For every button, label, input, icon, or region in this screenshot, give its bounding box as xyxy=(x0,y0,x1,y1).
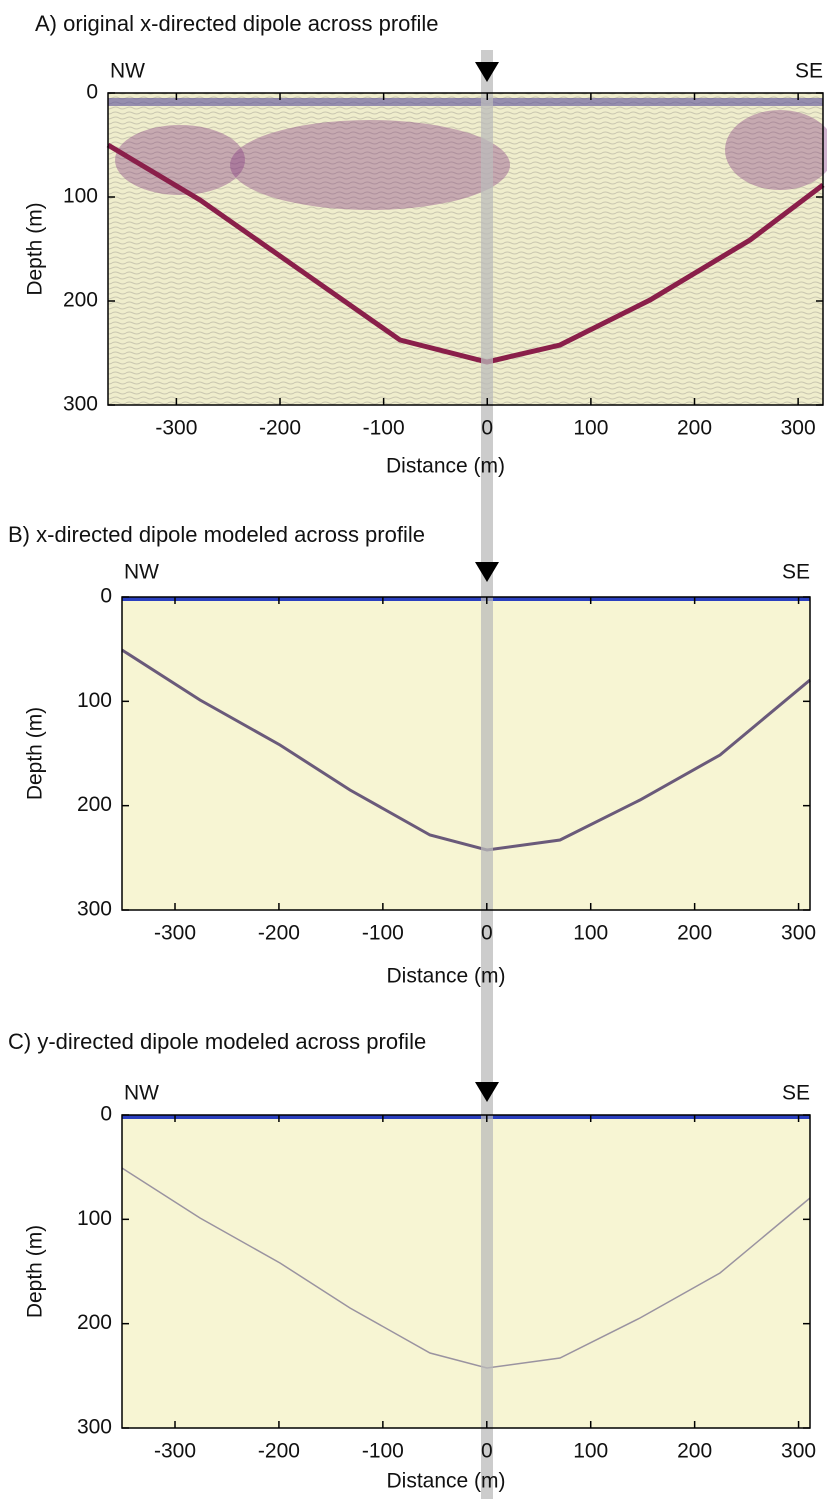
y-tick-label: 300 xyxy=(77,1416,112,1439)
x-tick-label: -200 xyxy=(259,417,301,440)
plot-frame xyxy=(121,1114,811,1429)
y-tick-label: 200 xyxy=(77,793,112,816)
x-tick-label: -100 xyxy=(362,922,404,945)
x-tick-label: 100 xyxy=(573,1440,608,1463)
y-tick-label: 0 xyxy=(100,1103,112,1126)
x-tick-label: 300 xyxy=(781,1440,816,1463)
x-tick-label: 0 xyxy=(481,417,493,440)
profile-marker xyxy=(475,62,499,1102)
x-tick-label: 200 xyxy=(677,417,712,440)
x-tick-label: 200 xyxy=(677,1440,712,1463)
annotation: NW xyxy=(124,1082,159,1105)
profile-marker-bar xyxy=(481,50,493,1499)
y-tick-label: 100 xyxy=(77,689,112,712)
x-tick-label: -300 xyxy=(155,417,197,440)
panel-title: B) x-directed dipole modeled across prof… xyxy=(8,522,425,547)
annotation: SE xyxy=(782,561,810,584)
x-axis-label: Distance (m) xyxy=(386,965,505,988)
y-tick-label: 300 xyxy=(63,393,98,416)
panel-title: C) y-directed dipole modeled across prof… xyxy=(8,1029,426,1054)
x-tick-label: 300 xyxy=(781,417,816,440)
plot-frame xyxy=(121,596,811,911)
x-axis-label: Distance (m) xyxy=(386,455,505,478)
y-tick-label: 100 xyxy=(63,185,98,208)
panel-a-image xyxy=(106,93,827,405)
y-axis-label: Depth (m) xyxy=(24,1225,47,1318)
y-tick-label: 0 xyxy=(86,81,98,104)
x-axis-label: Distance (m) xyxy=(386,1470,505,1493)
charts: A) original x-directed dipole across pro… xyxy=(8,11,824,1493)
y-axis-label: Depth (m) xyxy=(24,707,47,800)
panel-c-image xyxy=(121,1115,811,1428)
x-tick-label: -100 xyxy=(362,1440,404,1463)
annotation: NW xyxy=(124,561,159,584)
panel-title: A) original x-directed dipole across pro… xyxy=(35,11,439,36)
x-tick-label: 100 xyxy=(573,922,608,945)
x-tick-label: -200 xyxy=(258,922,300,945)
panel-b-image xyxy=(121,597,811,910)
y-tick-label: 100 xyxy=(77,1207,112,1230)
y-axis-label: Depth (m) xyxy=(24,202,47,295)
x-tick-label: 0 xyxy=(481,922,493,945)
annotation: SE xyxy=(782,1082,810,1105)
x-tick-label: -200 xyxy=(258,1440,300,1463)
x-tick-label: 100 xyxy=(573,417,608,440)
annotation: NW xyxy=(110,60,145,83)
annotation: SE xyxy=(795,60,823,83)
x-tick-label: 0 xyxy=(481,1440,493,1463)
y-tick-label: 200 xyxy=(77,1311,112,1334)
x-tick-label: -300 xyxy=(154,922,196,945)
y-tick-label: 300 xyxy=(77,898,112,921)
x-tick-label: 200 xyxy=(677,922,712,945)
plot-frame xyxy=(107,92,824,406)
x-tick-label: 300 xyxy=(781,922,816,945)
y-tick-label: 200 xyxy=(63,289,98,312)
y-tick-label: 0 xyxy=(100,585,112,608)
x-tick-label: -100 xyxy=(363,417,405,440)
x-tick-label: -300 xyxy=(154,1440,196,1463)
